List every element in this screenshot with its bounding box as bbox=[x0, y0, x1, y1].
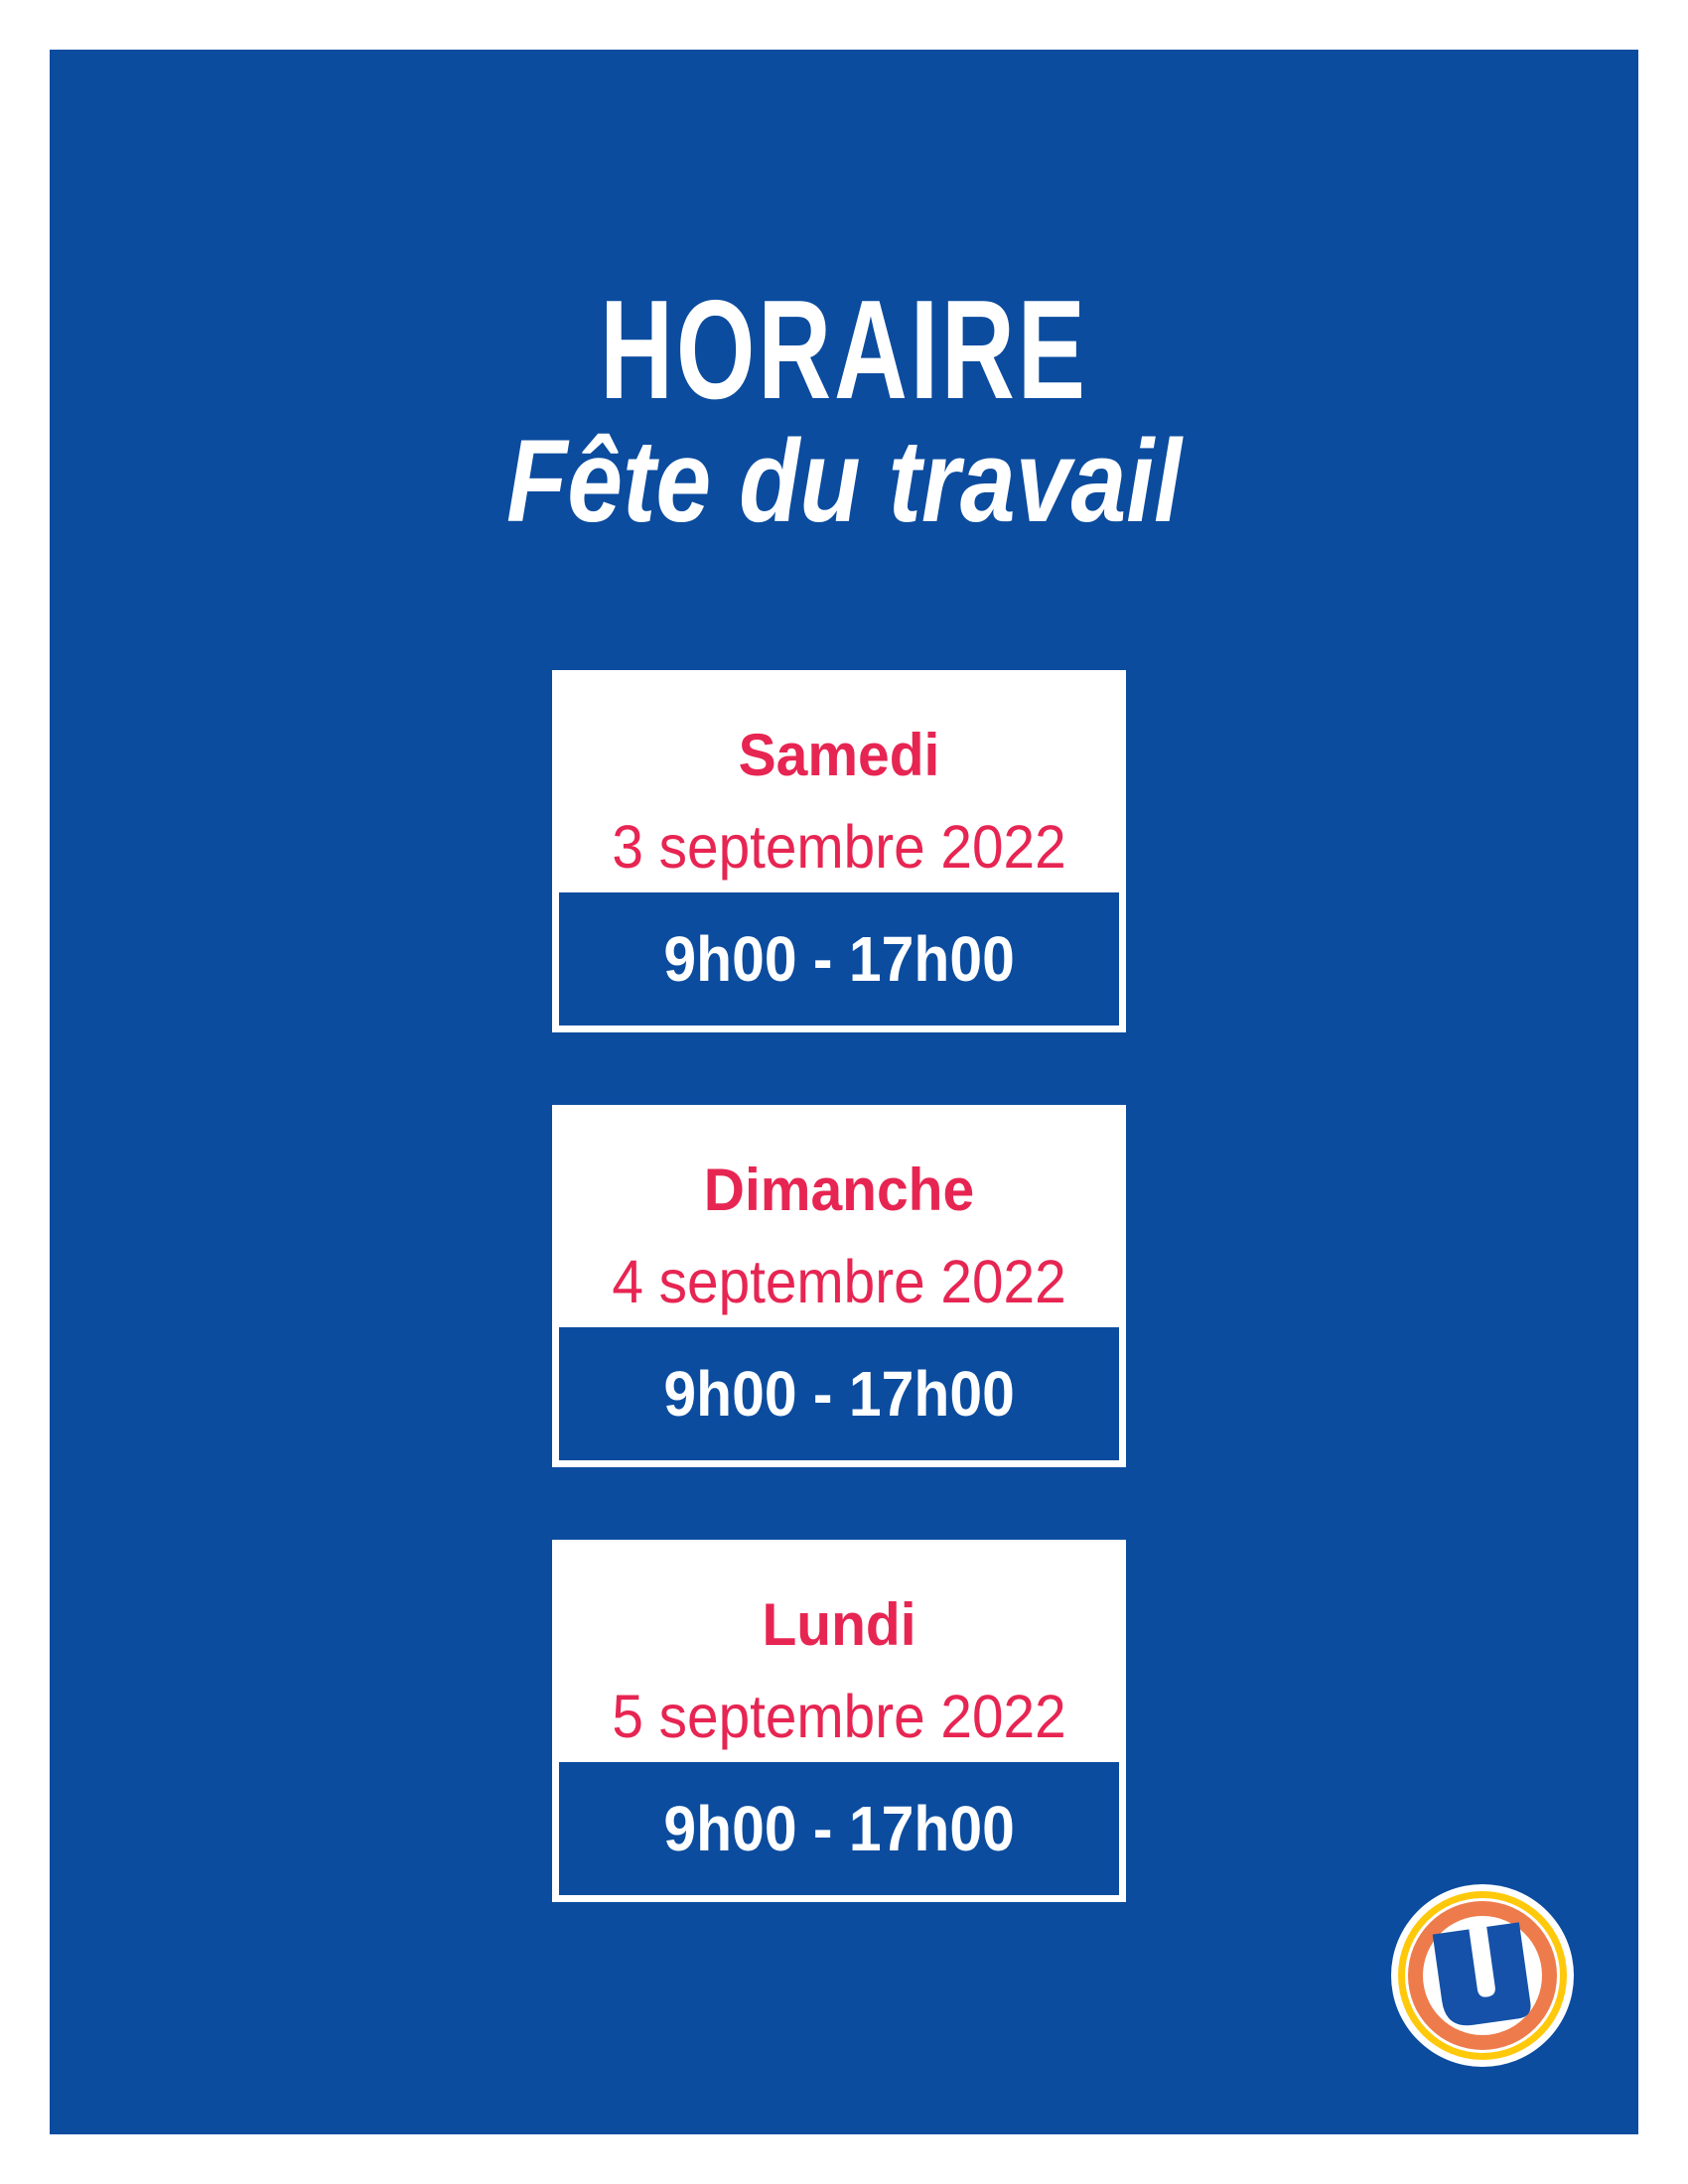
poster-title: HORAIRE bbox=[600, 271, 1088, 429]
hours-label: 9h00 - 17h00 bbox=[663, 1358, 1015, 1430]
day-label: Lundi bbox=[762, 1591, 916, 1658]
hours-bar: 9h00 - 17h00 bbox=[559, 1762, 1119, 1895]
u-brand-logo-svg bbox=[1391, 1884, 1574, 2067]
date-label: 5 septembre 2022 bbox=[612, 1683, 1066, 1750]
day-label: Samedi bbox=[738, 722, 940, 788]
schedule-card-samedi: Samedi 3 septembre 2022 9h00 - 17h00 bbox=[552, 670, 1126, 1032]
u-letter bbox=[1432, 1922, 1531, 2026]
schedule-card-dimanche: Dimanche 4 septembre 2022 9h00 - 17h00 bbox=[552, 1105, 1126, 1467]
blue-panel: HORAIRE Fête du travail Samedi 3 septemb… bbox=[50, 50, 1638, 2134]
hours-label: 9h00 - 17h00 bbox=[663, 923, 1015, 995]
date-label: 4 septembre 2022 bbox=[612, 1248, 1066, 1315]
day-label: Dimanche bbox=[703, 1157, 975, 1223]
poster-subtitle: Fête du travail bbox=[505, 416, 1183, 547]
hours-label: 9h00 - 17h00 bbox=[663, 1793, 1015, 1864]
u-brand-logo-icon bbox=[1383, 1876, 1582, 2075]
schedule-card-lundi: Lundi 5 septembre 2022 9h00 - 17h00 bbox=[552, 1540, 1126, 1902]
hours-bar: 9h00 - 17h00 bbox=[559, 892, 1119, 1025]
date-label: 3 septembre 2022 bbox=[612, 813, 1066, 881]
hours-bar: 9h00 - 17h00 bbox=[559, 1327, 1119, 1460]
